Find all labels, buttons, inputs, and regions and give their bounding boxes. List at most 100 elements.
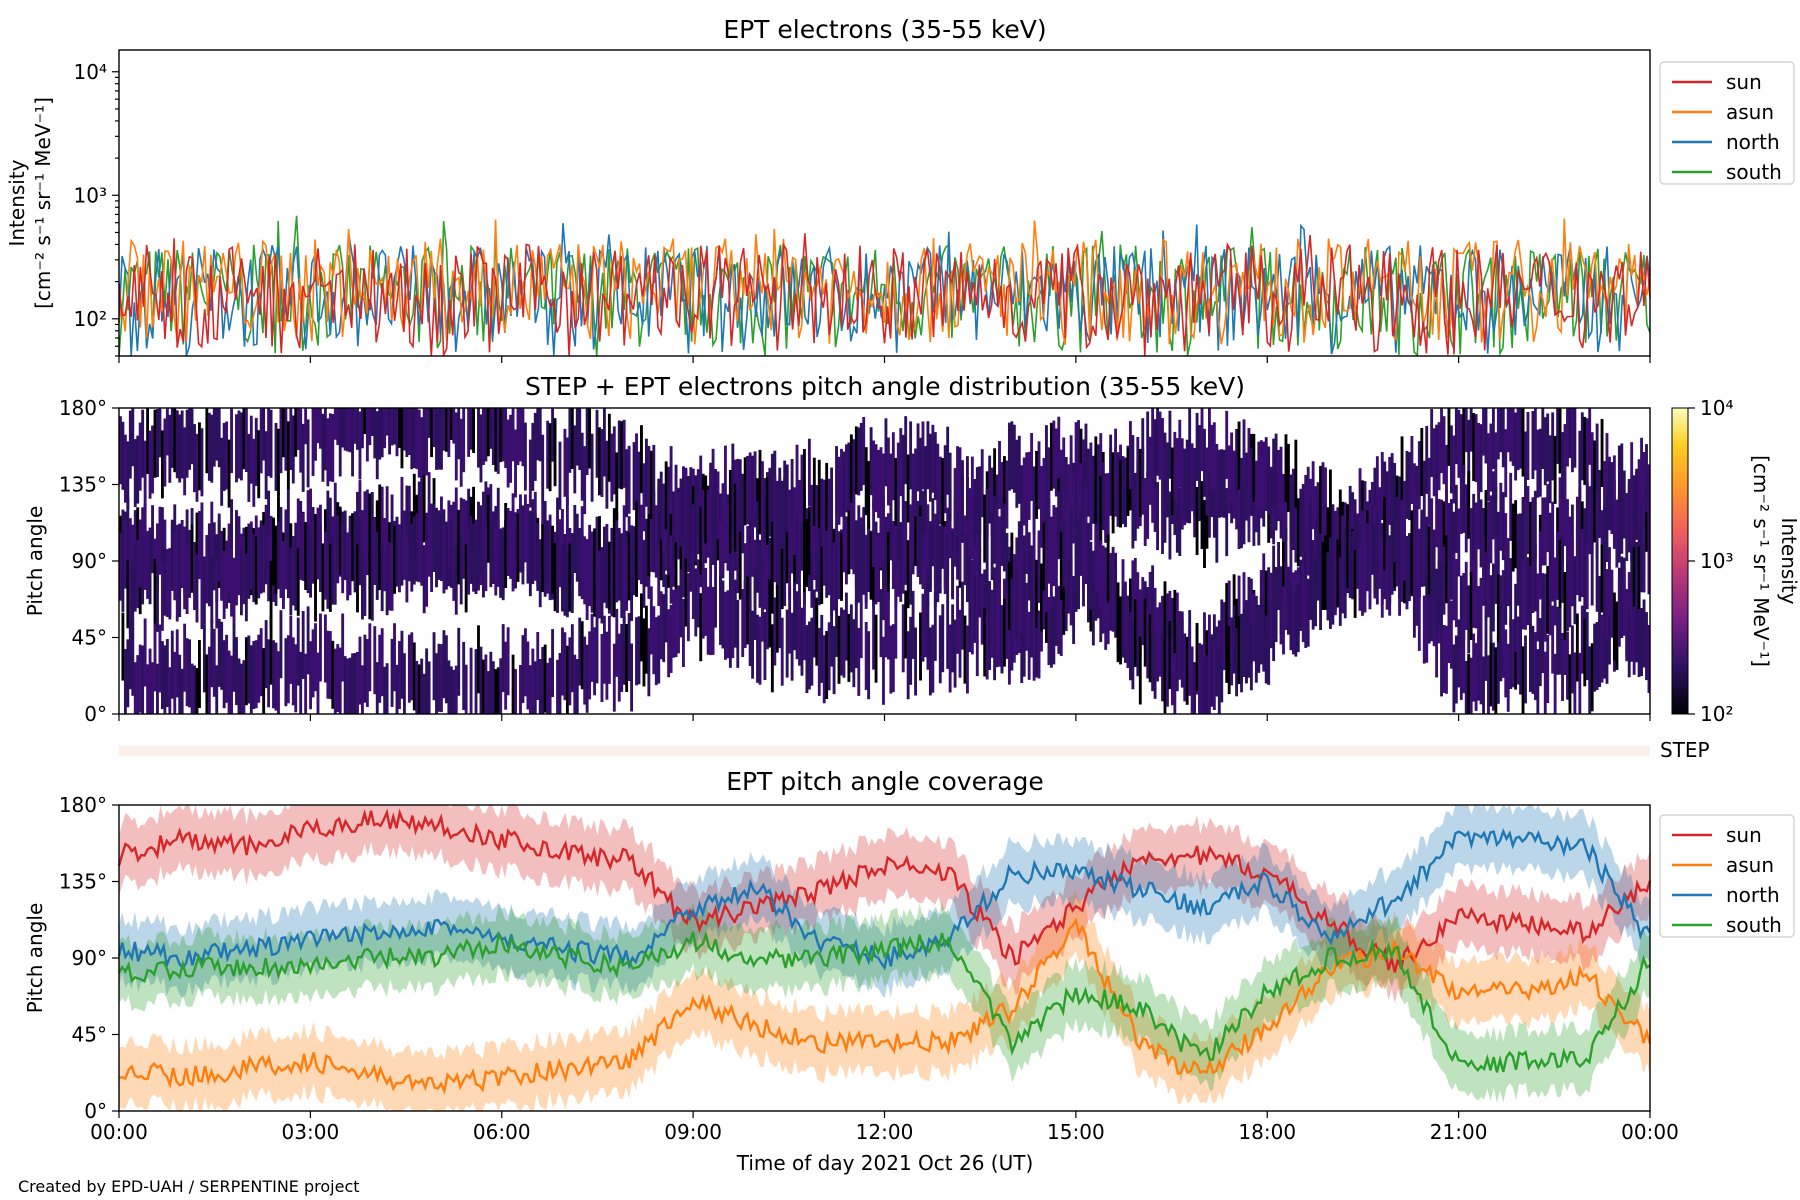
pad-cell (1487, 433, 1490, 502)
pad-cell (198, 422, 201, 491)
pad-cell (1136, 572, 1140, 641)
pad-cell (1420, 428, 1424, 496)
pad-cell (1195, 623, 1199, 691)
pad-cell (830, 467, 834, 536)
pad-cell (1220, 599, 1224, 668)
pad-cell (805, 625, 809, 694)
pad-cell (1082, 460, 1085, 529)
pad-cell (975, 467, 979, 536)
intensity-lines (118, 215, 1651, 358)
x-tick-label: 21:00 (1430, 1120, 1488, 1144)
pad-cell (1408, 452, 1411, 521)
pad-cell (1156, 482, 1159, 551)
pad-cell (1452, 644, 1456, 713)
pad-cell (254, 640, 258, 709)
pad-cell (353, 524, 357, 593)
legend-label-north: north (1726, 883, 1780, 907)
pad-cell (659, 512, 663, 581)
pad-cell (393, 623, 396, 692)
pad-cell (664, 461, 668, 530)
pad-cell (323, 614, 327, 683)
pad-cell (1524, 497, 1527, 566)
pad-cell (704, 475, 708, 544)
pad-cell (222, 640, 226, 709)
pad-cell (1390, 502, 1394, 571)
pad-cell (931, 624, 935, 693)
pad-cell (812, 589, 816, 658)
pad-cell (383, 523, 387, 592)
pad-cell (593, 627, 596, 696)
pad-cell (402, 408, 406, 451)
pad-cell (1487, 501, 1490, 570)
pad-cell (1086, 522, 1090, 591)
pad-cell (385, 663, 389, 714)
pad-cell (314, 623, 317, 692)
pad-cell (541, 524, 545, 593)
pad-cell (738, 531, 742, 600)
pad-cell (911, 590, 915, 659)
pad-cell (543, 644, 547, 713)
pad-cell (778, 467, 782, 536)
pad-cell (264, 620, 268, 689)
pad-cell (533, 512, 537, 581)
pad-cell (1079, 507, 1083, 576)
pad-cell (1452, 552, 1456, 621)
pad-cell (1477, 481, 1481, 550)
pad-cell (361, 510, 364, 579)
pad-cell (575, 513, 579, 582)
pad-cell (1338, 489, 1342, 558)
pad-cell (1131, 435, 1135, 504)
pad-cell (435, 519, 438, 588)
pad-cell (659, 591, 663, 660)
pad-cell (173, 532, 177, 601)
pad-cell (775, 491, 779, 560)
pad-cell (1069, 557, 1073, 626)
pad-cell (723, 445, 727, 514)
pad-cell (427, 508, 431, 577)
pad-cell (775, 584, 779, 653)
pad-cell (346, 408, 350, 452)
pad-cell (1000, 605, 1004, 674)
pad-cell (620, 623, 624, 692)
pad-cell (699, 506, 703, 575)
pad-cell (719, 576, 722, 645)
pad-cell (1524, 635, 1527, 704)
pad-cell (1205, 447, 1209, 516)
pad-cell (924, 589, 927, 658)
pad-cell (877, 449, 880, 518)
pad-cell (1175, 484, 1179, 553)
pad-cell (1151, 565, 1155, 634)
x-tick-label: 00:00 (90, 1120, 148, 1144)
pad-cell (1299, 488, 1303, 557)
pad-cell (1005, 590, 1009, 659)
pad-cell (299, 408, 303, 473)
pad-cell (556, 544, 559, 613)
pad-cell (230, 408, 233, 474)
pad-cell (832, 542, 836, 611)
pad-cell (1432, 578, 1436, 647)
pad-cell (358, 517, 362, 586)
pad-cell (889, 625, 893, 694)
pad-cell (138, 644, 142, 713)
pad-cell (844, 516, 848, 585)
pad-cell (659, 471, 663, 540)
pad-cell (1193, 662, 1197, 714)
pad-cell (1158, 411, 1162, 480)
pad-cell (674, 474, 678, 542)
pad-cell (370, 552, 374, 621)
pad-cell (1153, 419, 1157, 488)
pad-cell (968, 584, 972, 653)
pad-cell (1501, 609, 1505, 678)
pad-cell (422, 474, 426, 543)
pad-cell (1588, 486, 1592, 555)
pad-cell (568, 543, 572, 612)
pad-cell (840, 607, 843, 676)
y-tick-label: 0° (84, 1099, 107, 1123)
pad-cell (1079, 463, 1083, 532)
pad-cell (178, 414, 182, 483)
pad-cell (728, 544, 732, 613)
pad-cell (867, 631, 871, 700)
pad-cell (877, 534, 880, 602)
pad-cell (598, 550, 601, 619)
pad-cell (1558, 408, 1562, 474)
